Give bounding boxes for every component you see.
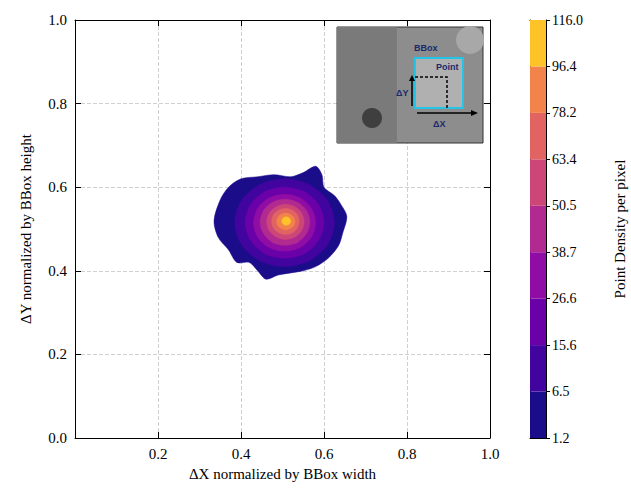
svg-text:0.8: 0.8 <box>48 96 67 112</box>
svg-text:ΔX: ΔX <box>433 119 445 129</box>
svg-text:96.4: 96.4 <box>552 59 577 74</box>
svg-text:78.2: 78.2 <box>552 105 577 120</box>
svg-text:BBox: BBox <box>414 43 438 53</box>
svg-text:0.4: 0.4 <box>48 263 67 279</box>
svg-text:ΔY: ΔY <box>396 88 408 98</box>
svg-text:0.2: 0.2 <box>149 446 168 462</box>
svg-text:Point Density per pixel: Point Density per pixel <box>612 160 628 299</box>
svg-text:63.4: 63.4 <box>552 152 577 167</box>
svg-text:50.5: 50.5 <box>552 198 577 213</box>
svg-text:0.6: 0.6 <box>315 446 334 462</box>
svg-text:1.0: 1.0 <box>481 446 500 462</box>
svg-text:0.6: 0.6 <box>48 179 67 195</box>
svg-text:15.6: 15.6 <box>552 338 577 353</box>
svg-text:0.8: 0.8 <box>398 446 417 462</box>
svg-text:ΔY normalized by BBox height: ΔY normalized by BBox height <box>18 133 34 324</box>
svg-text:26.6: 26.6 <box>552 291 577 306</box>
svg-text:116.0: 116.0 <box>552 13 583 28</box>
svg-text:0.4: 0.4 <box>232 446 251 462</box>
svg-text:1.2: 1.2 <box>552 431 570 446</box>
svg-text:0.2: 0.2 <box>48 346 67 362</box>
svg-text:ΔX normalized by BBox width: ΔX normalized by BBox width <box>189 466 377 482</box>
svg-text:0.0: 0.0 <box>48 430 67 446</box>
svg-text:38.7: 38.7 <box>552 245 577 260</box>
svg-text:6.5: 6.5 <box>552 384 570 399</box>
svg-text:Point: Point <box>436 62 459 72</box>
svg-text:1.0: 1.0 <box>48 12 67 28</box>
